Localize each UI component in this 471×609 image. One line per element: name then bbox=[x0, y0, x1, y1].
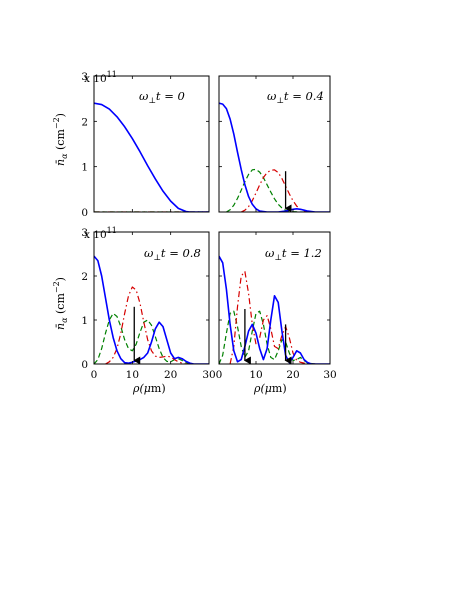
x-axis-label: ρ(μm) bbox=[253, 382, 287, 395]
y-tick-label: 1 bbox=[81, 315, 88, 327]
series-line-dashed bbox=[226, 168, 308, 212]
axes-frame bbox=[93, 75, 210, 213]
y-tick-label: 0 bbox=[81, 359, 88, 371]
series-line-solid bbox=[94, 255, 209, 364]
series-line-solid bbox=[219, 255, 330, 364]
y-axis-label: n̄α (cm−2) bbox=[52, 277, 69, 330]
axes-frame bbox=[218, 231, 331, 365]
y-tick-label: 2 bbox=[81, 271, 88, 283]
series-layer bbox=[94, 102, 209, 212]
y-tick-label: 1 bbox=[81, 162, 88, 174]
exponent-label: x 1011 bbox=[84, 70, 117, 85]
series-layer bbox=[219, 255, 330, 364]
x-tick-label: 10 bbox=[126, 369, 139, 381]
y-tick-label: 3 bbox=[81, 227, 88, 239]
yticks-layer: 0 10 20 30 bbox=[216, 231, 337, 381]
yticks-layer bbox=[218, 75, 331, 213]
arrow-layer bbox=[243, 309, 292, 365]
exponent-label: x 1011 bbox=[84, 226, 117, 241]
series-layer bbox=[219, 102, 330, 212]
y-tick-label: 0 bbox=[81, 207, 88, 219]
y-tick-label: 2 bbox=[81, 116, 88, 128]
series-layer bbox=[94, 255, 209, 364]
series-line-dashed bbox=[219, 310, 316, 364]
series-line-solid bbox=[94, 102, 209, 212]
series-line-dashdot bbox=[240, 169, 316, 212]
x-tick-label: 0 bbox=[91, 369, 98, 381]
y-tick-label: 3 bbox=[81, 71, 88, 83]
x-tick-label: 0 bbox=[216, 369, 223, 381]
yticks-layer: 0 1 2 3 bbox=[81, 71, 210, 219]
series-line-dashed bbox=[94, 312, 194, 364]
panel-annotation: ω⊥t = 0 bbox=[139, 89, 185, 105]
panel-top-right: ω⊥t = 0.4 bbox=[218, 75, 331, 213]
series-line-dashdot bbox=[105, 286, 194, 364]
y-axis-label: n̄α (cm−2) bbox=[52, 113, 69, 166]
x-axis-label: ρ(μm) bbox=[132, 382, 166, 395]
x-tick-label: 20 bbox=[286, 369, 299, 381]
panel-top-left: 0 1 2 3 x 1011 ω⊥t = 0 n̄α (cm−2) bbox=[52, 70, 210, 219]
series-line-solid bbox=[219, 102, 330, 212]
x-tick-label: 10 bbox=[249, 369, 262, 381]
panel-annotation: ω⊥t = 0.4 bbox=[267, 89, 324, 105]
axes-frame bbox=[93, 231, 210, 365]
panel-annotation: ω⊥t = 0.8 bbox=[144, 246, 201, 262]
x-tick-label: 20 bbox=[164, 369, 177, 381]
x-tick-label: 30 bbox=[202, 369, 215, 381]
panel-bottom-right: 0 10 20 30 ω⊥t = 1.2 ρ(μm) bbox=[216, 231, 337, 395]
axes-frame bbox=[218, 75, 331, 213]
panel-annotation: ω⊥t = 1.2 bbox=[265, 246, 322, 262]
x-tick-label: 30 bbox=[323, 369, 336, 381]
